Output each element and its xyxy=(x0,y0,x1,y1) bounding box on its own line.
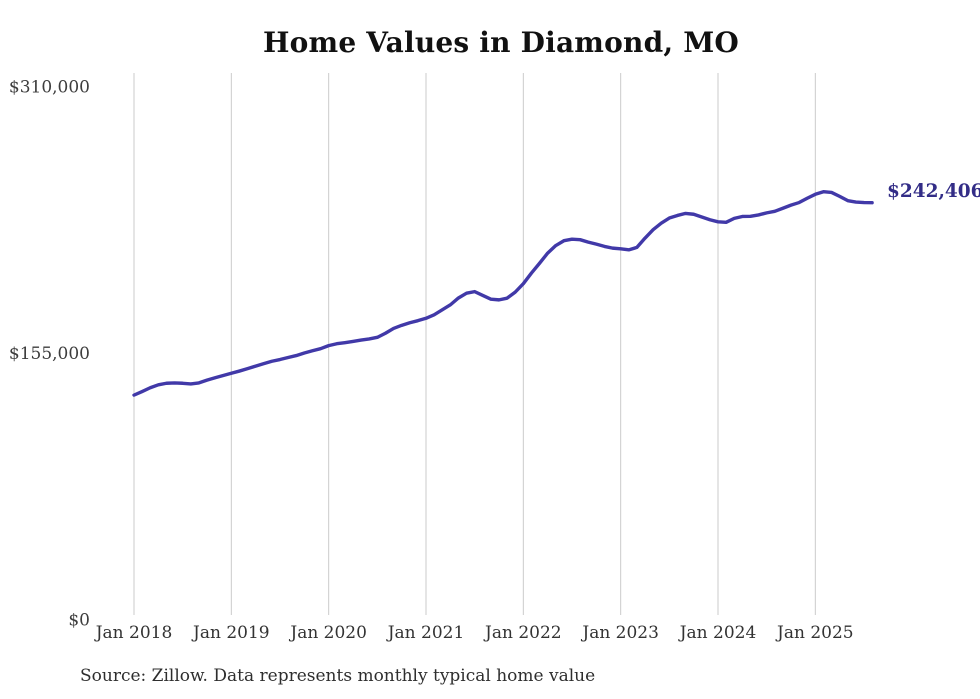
x-tick-label: Jan 2020 xyxy=(288,623,367,643)
x-tick-label: Jan 2023 xyxy=(580,623,659,643)
x-tick-label: Jan 2018 xyxy=(94,623,173,643)
x-tick-label: Jan 2024 xyxy=(678,623,757,643)
chart-title: Home Values in Diamond, MO xyxy=(262,26,740,59)
home-value-line xyxy=(132,190,874,397)
y-tick-label: $155,000 xyxy=(9,344,90,364)
y-tick-label: $0 xyxy=(68,611,90,631)
y-tick-label: $310,000 xyxy=(9,78,90,98)
x-tick-label: Jan 2025 xyxy=(775,623,854,643)
source-note: Source: Zillow. Data represents monthly … xyxy=(80,666,596,686)
x-tick-label: Jan 2021 xyxy=(386,623,465,643)
x-tick-label: Jan 2019 xyxy=(191,623,270,643)
current-value-label: $242,406 xyxy=(887,181,980,202)
x-tick-label: Jan 2022 xyxy=(483,623,562,643)
